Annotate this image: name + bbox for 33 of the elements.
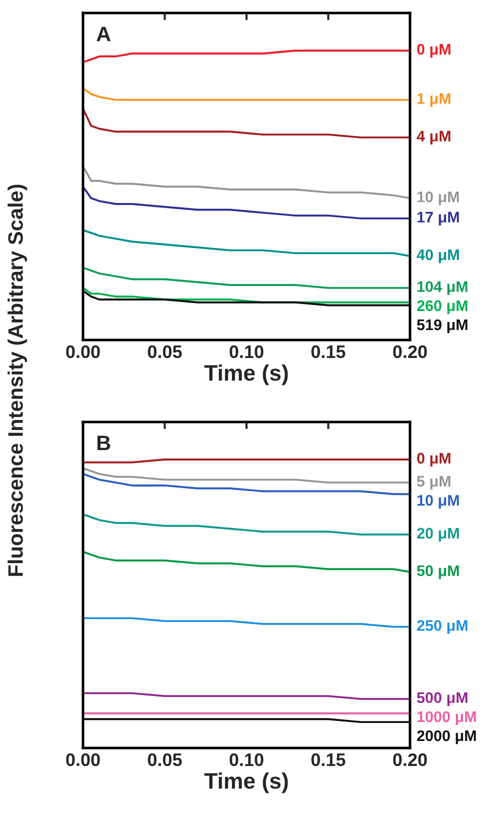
- y-axis-title: Fluorescence Intensity (Arbitrary Scale): [8, 184, 28, 576]
- series-label: 4 μM: [416, 130, 450, 144]
- text: A: [96, 26, 111, 42]
- series-label: 10 μM: [418, 494, 459, 509]
- series-label: 260 μM: [417, 300, 468, 314]
- series-label: 1 μM: [418, 93, 450, 107]
- series-label: 17 μM: [418, 212, 459, 226]
- x-tick-label: 0.20: [393, 345, 427, 358]
- series-label: 20 μM: [417, 528, 459, 542]
- x-tick-label: 0.00: [66, 345, 100, 358]
- series-label: 500 μM: [417, 692, 468, 706]
- series-label: 5 μM: [417, 476, 450, 490]
- x-tick-label: 0.00: [66, 753, 100, 766]
- series-label: 104 μM: [418, 281, 468, 295]
- x-tick-label: 0.05: [148, 345, 182, 358]
- series-label: 50 μM: [417, 565, 459, 580]
- x-tick-label: 0.20: [393, 753, 427, 766]
- series-label: 250 μM: [417, 620, 468, 634]
- x-axis-title: Time (s): [204, 772, 288, 794]
- text: B: [97, 436, 110, 450]
- series-label: 1000 μM: [418, 711, 476, 726]
- series-label: 10 μM: [418, 191, 459, 206]
- x-axis-title: Time (s): [204, 364, 288, 386]
- x-tick-label: 0.05: [148, 753, 182, 766]
- series-label: 40 μM: [416, 249, 459, 264]
- x-tick-label: 0.15: [311, 345, 346, 358]
- series-label: 0 μM: [417, 44, 450, 58]
- series-label: 519 μM: [417, 319, 468, 334]
- x-tick-label: 0.15: [311, 753, 346, 766]
- series-label: 2000 μM: [417, 730, 476, 744]
- x-tick-label: 0.10: [230, 345, 264, 358]
- series-label: 0 μM: [417, 452, 450, 467]
- x-tick-label: 0.10: [230, 753, 264, 766]
